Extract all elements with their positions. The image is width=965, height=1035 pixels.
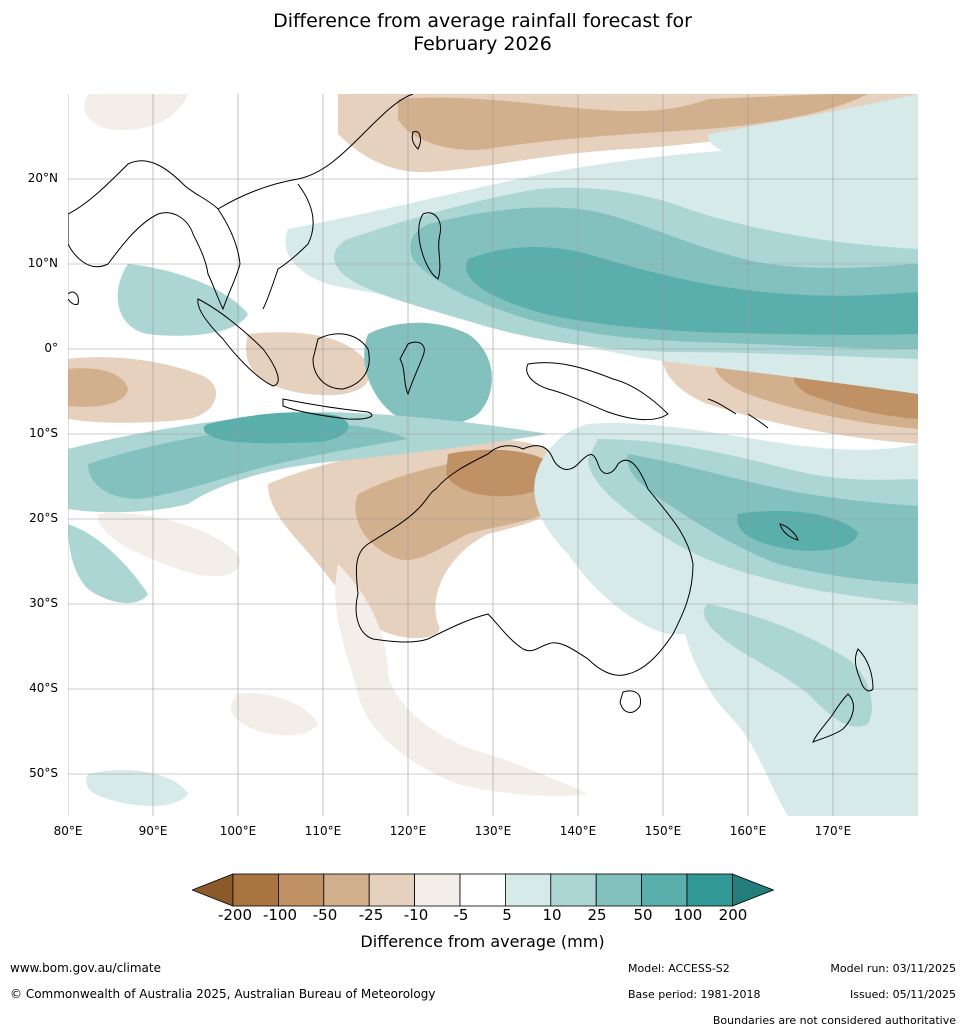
legend-swatch <box>459 873 506 907</box>
australia-coast <box>355 445 694 676</box>
asia-coast <box>68 160 241 311</box>
lon-label-120e: 120°E <box>389 824 427 838</box>
legend-tick: -50 <box>312 906 338 924</box>
legend-swatch <box>550 873 597 907</box>
borneo-coast <box>312 333 370 390</box>
wet-anomaly-layer <box>68 94 918 816</box>
legend-tick: -25 <box>358 906 384 924</box>
disclaimer-text: Boundaries are not considered authoritat… <box>712 1014 956 1027</box>
legend-tick: 50 <box>633 906 653 924</box>
legend-swatch <box>278 873 325 907</box>
nz-north-coast <box>854 648 874 692</box>
nz-south-coast <box>812 693 854 743</box>
taiwan-coast <box>411 130 421 150</box>
coastlines <box>68 94 874 743</box>
base-period-text: Base period: 1981-2018 <box>628 988 761 1001</box>
rainfall-map <box>68 94 918 816</box>
legend-tick: 25 <box>587 906 607 924</box>
legend-colorbar <box>192 873 774 907</box>
graticule <box>68 94 918 816</box>
lon-label-110e: 110°E <box>304 824 342 838</box>
legend-arrow-high <box>732 873 774 907</box>
lon-label-90e: 90°E <box>138 824 168 838</box>
indochina-coast <box>262 183 314 310</box>
lon-label-80e: 80°E <box>53 824 83 838</box>
sulawesi-coast <box>399 341 425 396</box>
legend-swatch <box>595 873 643 907</box>
new-caledonia-coast <box>779 523 799 541</box>
legend-tick: -100 <box>262 906 298 924</box>
lat-label-20n: 20°N <box>27 171 58 185</box>
website-link[interactable]: www.bom.gov.au/climate <box>10 961 161 975</box>
sumatra-coast <box>197 298 279 387</box>
lat-label-50s: 50°S <box>29 766 58 780</box>
sri-lanka-coast <box>68 291 79 305</box>
lat-label-30s: 30°S <box>29 596 58 610</box>
chart-title: Difference from average rainfall forecas… <box>0 10 965 56</box>
lon-label-140e: 140°E <box>559 824 597 838</box>
legend-swatch <box>504 873 552 907</box>
model-run-text: Model run: 03/11/2025 <box>830 962 956 975</box>
legend-swatch <box>323 873 370 907</box>
lat-label-40s: 40°S <box>29 681 58 695</box>
lon-label-130e: 130°E <box>474 824 512 838</box>
legend-title: Difference from average (mm) <box>360 932 605 951</box>
legend-tick: 200 <box>718 906 748 924</box>
legend-swatch <box>686 873 733 907</box>
legend-tick: 100 <box>673 906 703 924</box>
lon-label-170e: 170°E <box>814 824 852 838</box>
java-coast <box>282 398 373 420</box>
lon-label-150e: 150°E <box>644 824 682 838</box>
solomon-coast <box>707 398 769 429</box>
lat-label-10n: 10°N <box>27 256 58 270</box>
tasmania-coast <box>619 690 642 713</box>
legend-arrow-low <box>192 873 234 907</box>
china-coast <box>217 94 414 210</box>
legend-tick: 5 <box>502 906 512 924</box>
copyright-text: © Commonwealth of Australia 2025, Austra… <box>10 987 436 1001</box>
lon-label-100e: 100°E <box>219 824 257 838</box>
legend-tick: -5 <box>453 906 469 924</box>
legend-tick: -10 <box>403 906 429 924</box>
philippines-coast <box>418 212 442 280</box>
legend-swatch <box>641 873 688 907</box>
legend-tick: 10 <box>542 906 562 924</box>
legend-tick: -200 <box>217 906 253 924</box>
lat-label-10s: 10°S <box>29 426 58 440</box>
issued-text: Issued: 05/11/2025 <box>849 988 956 1001</box>
new-guinea-coast <box>526 362 669 421</box>
title-line-2: February 2026 <box>413 33 552 55</box>
lon-label-160e: 160°E <box>729 824 767 838</box>
lat-label-0: 0° <box>44 341 58 355</box>
legend-swatch <box>368 873 415 907</box>
map-canvas <box>68 94 918 816</box>
legend-swatch <box>232 873 279 907</box>
model-text: Model: ACCESS-S2 <box>628 962 730 975</box>
title-line-1: Difference from average rainfall forecas… <box>273 10 692 32</box>
legend-swatch <box>414 873 461 907</box>
lat-label-20s: 20°S <box>29 511 58 525</box>
